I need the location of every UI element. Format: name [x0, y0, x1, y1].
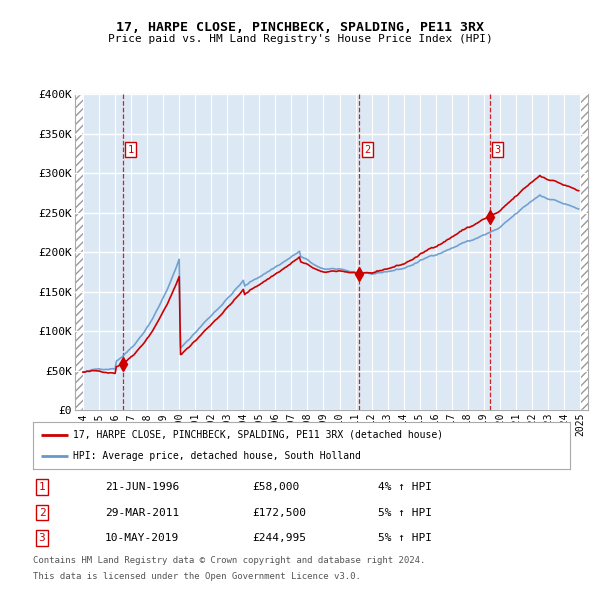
Text: £58,000: £58,000 [252, 482, 299, 492]
Text: £172,500: £172,500 [252, 507, 306, 517]
Text: 2: 2 [38, 507, 46, 517]
Text: 3: 3 [494, 145, 500, 155]
Text: Price paid vs. HM Land Registry's House Price Index (HPI): Price paid vs. HM Land Registry's House … [107, 34, 493, 44]
Text: 21-JUN-1996: 21-JUN-1996 [105, 482, 179, 492]
Text: This data is licensed under the Open Government Licence v3.0.: This data is licensed under the Open Gov… [33, 572, 361, 581]
Bar [580, 94, 588, 410]
Text: £244,995: £244,995 [252, 533, 306, 543]
Text: 5% ↑ HPI: 5% ↑ HPI [378, 507, 432, 517]
Text: 4% ↑ HPI: 4% ↑ HPI [378, 482, 432, 492]
Text: Contains HM Land Registry data © Crown copyright and database right 2024.: Contains HM Land Registry data © Crown c… [33, 556, 425, 565]
Text: 10-MAY-2019: 10-MAY-2019 [105, 533, 179, 543]
Text: 17, HARPE CLOSE, PINCHBECK, SPALDING, PE11 3RX: 17, HARPE CLOSE, PINCHBECK, SPALDING, PE… [116, 21, 484, 34]
Text: 17, HARPE CLOSE, PINCHBECK, SPALDING, PE11 3RX (detached house): 17, HARPE CLOSE, PINCHBECK, SPALDING, PE… [73, 430, 443, 440]
Text: 29-MAR-2011: 29-MAR-2011 [105, 507, 179, 517]
Text: 1: 1 [38, 482, 46, 492]
Text: 3: 3 [38, 533, 46, 543]
Bar [75, 94, 83, 410]
Text: HPI: Average price, detached house, South Holland: HPI: Average price, detached house, Sout… [73, 451, 361, 461]
Text: 1: 1 [127, 145, 134, 155]
Text: 2: 2 [364, 145, 370, 155]
Text: 5% ↑ HPI: 5% ↑ HPI [378, 533, 432, 543]
